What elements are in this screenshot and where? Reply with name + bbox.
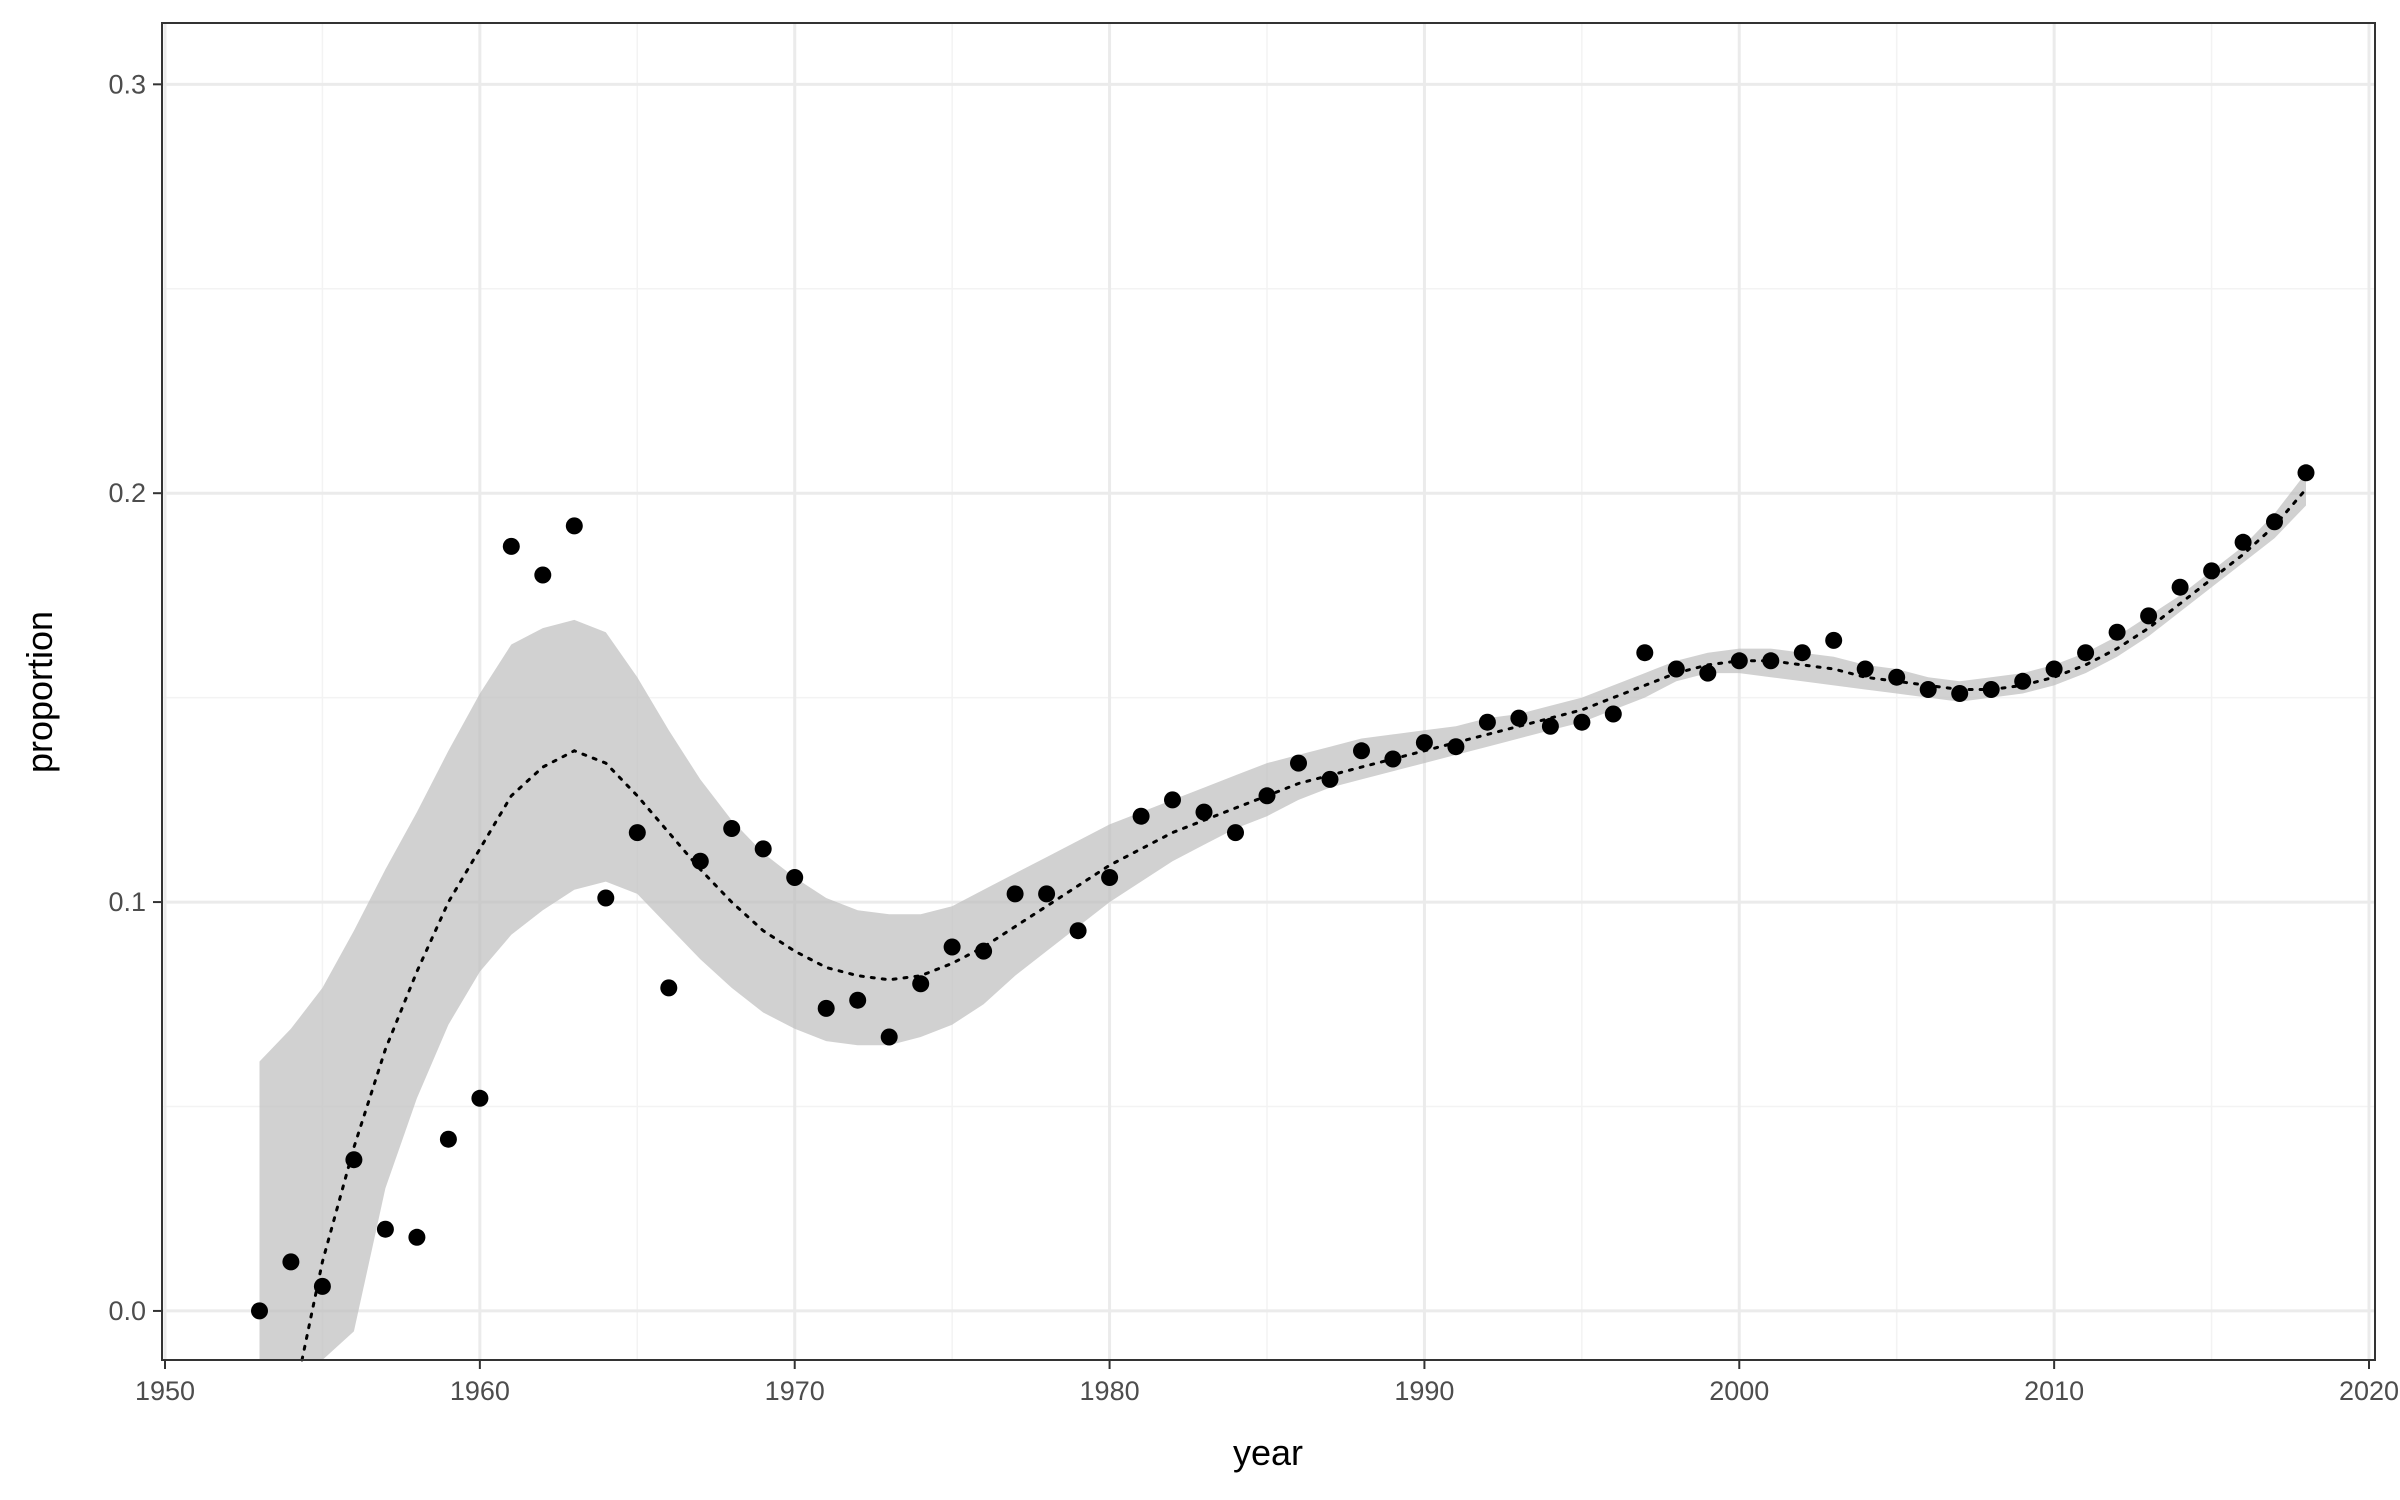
data-point xyxy=(1353,742,1370,760)
data-point xyxy=(1573,713,1591,731)
data-point xyxy=(2297,464,2315,482)
data-point xyxy=(880,1028,898,1046)
data-point xyxy=(1478,713,1496,731)
x-tick-label: 1980 xyxy=(1080,1376,1140,1406)
data-point xyxy=(1762,652,1780,670)
data-point xyxy=(2171,578,2189,596)
data-point xyxy=(1510,709,1528,727)
data-point xyxy=(1006,885,1024,903)
data-point xyxy=(313,1277,331,1295)
data-point xyxy=(2266,513,2283,531)
data-point xyxy=(345,1151,363,1169)
data-point xyxy=(502,537,520,555)
data-point xyxy=(1856,660,1874,678)
data-point xyxy=(1038,885,1056,903)
data-point xyxy=(943,938,961,956)
data-point xyxy=(565,517,583,535)
x-tick-label: 1990 xyxy=(1394,1376,1454,1406)
data-point xyxy=(1290,754,1307,772)
data-point xyxy=(1101,869,1119,886)
data-point xyxy=(975,942,993,960)
x-tick-label: 2010 xyxy=(2024,1376,2084,1406)
data-point xyxy=(817,999,835,1017)
data-point xyxy=(597,889,615,907)
data-point xyxy=(1258,787,1276,805)
data-point xyxy=(723,820,741,837)
data-point xyxy=(1951,685,1969,702)
data-point xyxy=(282,1253,300,1271)
data-point xyxy=(1227,824,1244,842)
data-point xyxy=(1793,644,1811,662)
data-point xyxy=(1541,717,1559,735)
data-point xyxy=(2140,607,2158,625)
data-point xyxy=(1415,734,1433,752)
y-axis: 0.0 0.1 0.2 0.3 xyxy=(108,69,162,1326)
y-tick-label: 0.1 xyxy=(108,887,146,917)
data-point xyxy=(1447,738,1465,756)
data-point xyxy=(534,566,552,584)
x-axis: 1950 1960 1970 1980 1990 2000 2010 2020 xyxy=(135,1360,2399,1406)
data-point xyxy=(1164,791,1181,809)
trend-line xyxy=(300,487,2308,1362)
data-point xyxy=(1321,770,1339,788)
data-point xyxy=(1888,668,1906,686)
data-point xyxy=(1604,705,1622,723)
data-point xyxy=(408,1228,426,1246)
data-point xyxy=(1132,807,1150,825)
y-axis-title: proportion xyxy=(19,611,60,773)
data-point xyxy=(1636,644,1654,662)
y-tick-label: 0.2 xyxy=(108,478,146,508)
y-tick-label: 0.3 xyxy=(108,69,146,99)
data-point xyxy=(660,979,678,997)
data-point xyxy=(376,1220,394,1238)
y-tick-label: 0.0 xyxy=(108,1296,146,1326)
data-point xyxy=(1982,681,2000,698)
x-tick-label: 1950 xyxy=(135,1376,195,1406)
data-point xyxy=(754,840,772,858)
major-grid xyxy=(162,23,2375,1360)
data-point xyxy=(2014,672,2032,690)
data-point xyxy=(2108,623,2126,641)
data-point xyxy=(2203,562,2221,580)
confidence-band xyxy=(259,472,2306,1360)
x-tick-label: 2000 xyxy=(1709,1376,1769,1406)
data-point xyxy=(1384,750,1402,768)
data-point xyxy=(471,1089,489,1107)
data-point xyxy=(2077,644,2095,662)
panel-border xyxy=(161,22,2376,1361)
data-point xyxy=(912,975,930,993)
data-point xyxy=(2045,660,2063,678)
x-tick-label: 1970 xyxy=(765,1376,825,1406)
data-point xyxy=(2234,533,2252,551)
data-point xyxy=(1919,681,1937,698)
x-tick-label: 1960 xyxy=(450,1376,510,1406)
data-point xyxy=(439,1130,457,1148)
data-point xyxy=(1699,664,1717,682)
data-point xyxy=(251,1302,268,1320)
data-point xyxy=(628,824,646,842)
x-axis-title: year xyxy=(1233,1432,1303,1473)
data-point xyxy=(691,852,709,870)
data-point xyxy=(786,869,804,886)
data-point xyxy=(1195,803,1213,821)
data-point xyxy=(1825,631,1843,649)
data-point xyxy=(1069,922,1087,940)
data-point xyxy=(1667,660,1685,678)
data-point xyxy=(849,991,867,1009)
x-tick-label: 2020 xyxy=(2339,1376,2399,1406)
data-point xyxy=(1730,652,1748,670)
data-points xyxy=(251,464,2315,1320)
